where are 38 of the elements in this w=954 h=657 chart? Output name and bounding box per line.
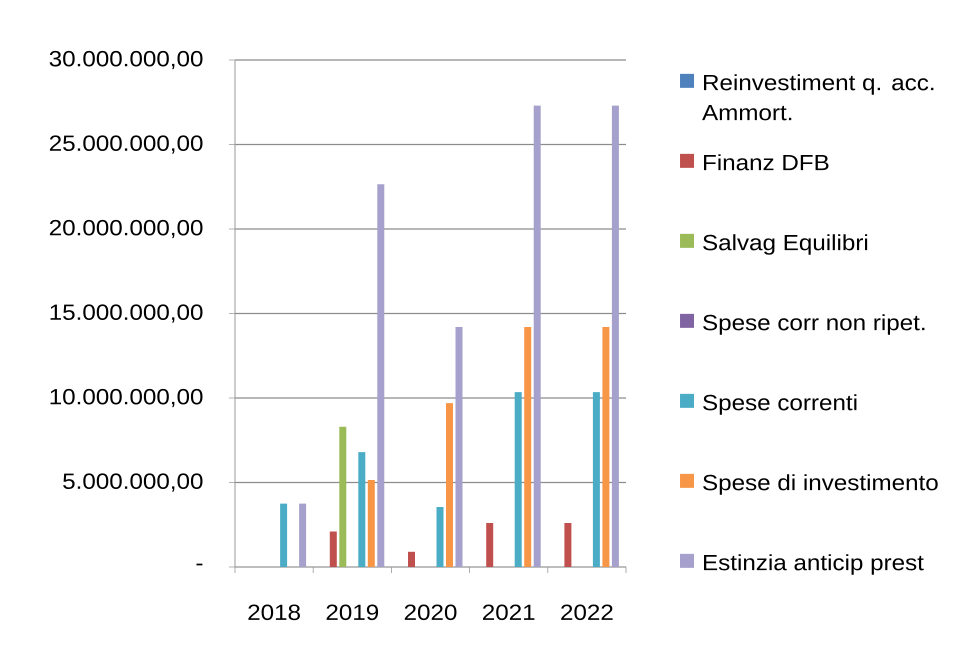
bar [377,184,384,567]
bar [514,392,522,567]
legend-label: Spese di investimento [703,474,938,495]
bar [339,426,346,567]
bar [436,507,444,567]
bar [368,480,375,567]
x-tick-label: 2021 [483,604,534,620]
bar [446,403,453,567]
bar [280,504,288,567]
bar [299,504,306,567]
x-tick-label: 2019 [326,604,378,620]
legend-label: Estinzia anticip prest [704,554,924,575]
x-tick-label: 2022 [561,604,613,620]
legend-label: Reinvestiment q. acc. Ammort. [702,74,934,120]
bar [358,452,366,567]
bar [456,327,462,567]
x-tick-label: 2018 [248,604,300,620]
legend-label: Spese corr non ripet. [703,314,924,335]
legend-label: Salvag Equilibri [703,234,868,255]
bar [612,106,619,567]
bar [592,392,600,567]
bar [564,523,572,567]
y-tick-label: 25.000.000,00 [50,135,203,154]
y-tick-label: 20.000.000,00 [50,220,203,238]
bar [486,523,494,567]
bar [408,552,415,567]
legend-label: Finanz DFB [704,154,828,170]
y-tick-label: 5.000.000,00 [63,473,203,492]
y-tick-label: 15.000.000,00 [50,304,203,323]
bar [524,327,532,567]
y-tick-label: - [196,564,202,566]
bar [602,327,610,567]
bar [534,106,541,567]
legend-label: Spese correnti [703,394,856,415]
bar [330,532,337,567]
y-tick-label: 30.000.000,00 [50,50,203,70]
x-tick-label: 2020 [404,604,456,620]
y-tick-label: 10.000.000,00 [50,388,203,408]
